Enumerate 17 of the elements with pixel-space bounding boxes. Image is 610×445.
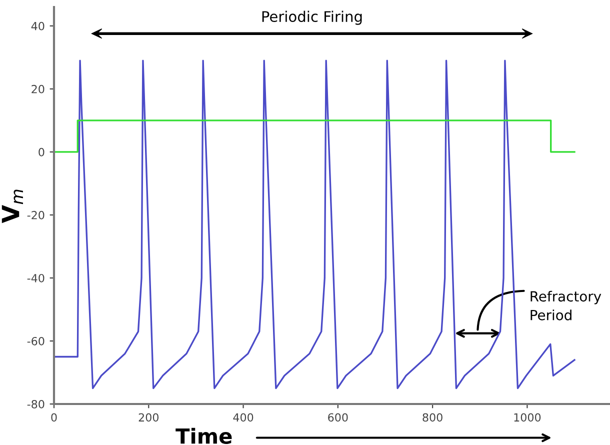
annotation: Periodic Firing [262,10,362,25]
y-axis-title: V$_{m}$ [2,190,23,224]
y-tick-label: -80 [27,400,44,408]
annotation: Refractory Period [530,290,602,320]
y-tick-label: -40 [27,274,44,282]
x-tick-label: 800 [422,413,442,422]
x-tick-label: 200 [138,413,159,422]
x-tick-label: 1000 [514,413,541,422]
y-tick-label: -20 [27,210,44,220]
x-axis-title: Time [176,428,232,444]
x-tick-label: 400 [233,413,254,422]
y-tick-label: -60 [27,336,44,346]
x-tick-label: 0 [51,413,57,422]
y-tick-label: 20 [32,84,44,94]
y-tick-label: 0 [38,148,44,156]
y-tick-label: 40 [31,22,44,30]
x-tick-label: 600 [328,413,348,422]
